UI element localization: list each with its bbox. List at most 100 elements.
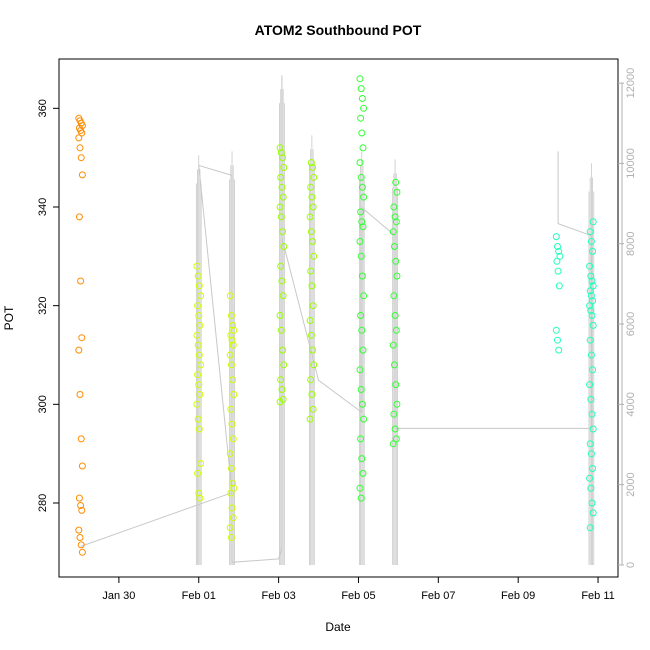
secondary-line-layer <box>80 75 595 565</box>
data-point <box>75 213 83 221</box>
data-point <box>228 336 236 344</box>
data-point <box>308 193 316 201</box>
data-point <box>390 410 398 418</box>
x-tick-label: Feb 11 <box>581 590 614 602</box>
data-point <box>194 415 202 423</box>
data-point <box>588 312 596 319</box>
y-tick-label: 320 <box>37 296 49 314</box>
data-point <box>587 395 595 403</box>
data-point <box>589 247 597 255</box>
data-point <box>277 149 285 157</box>
data-point <box>277 376 285 384</box>
data-point <box>193 331 201 339</box>
data-point <box>229 321 237 329</box>
data-point <box>359 223 367 231</box>
data-point <box>554 336 561 344</box>
data-point <box>359 346 367 354</box>
data-point <box>589 218 597 226</box>
x-tick-label: Feb 05 <box>341 590 375 602</box>
data-point <box>227 312 235 319</box>
data-point <box>76 534 84 541</box>
data-point <box>309 346 316 354</box>
data-point <box>279 228 286 236</box>
data-point <box>230 391 238 398</box>
data-point <box>358 129 366 137</box>
data-point <box>358 272 366 280</box>
data-point <box>195 312 203 319</box>
data-point <box>356 366 364 374</box>
data-point <box>587 450 595 458</box>
data-point <box>552 233 560 241</box>
data-point <box>307 228 315 236</box>
data-point <box>77 154 85 162</box>
data-point <box>75 134 83 142</box>
data-point <box>589 509 597 517</box>
data-point <box>587 484 595 492</box>
data-point <box>586 524 594 532</box>
data-point <box>391 425 399 433</box>
data-point <box>278 277 286 285</box>
data-point <box>391 361 398 369</box>
data-point <box>391 243 398 250</box>
data-point <box>227 465 235 472</box>
data-point <box>357 252 365 260</box>
data-point <box>587 292 595 300</box>
y-tick-label: 280 <box>37 494 49 512</box>
data-point <box>280 164 288 171</box>
data-point <box>229 435 237 443</box>
data-point <box>279 193 287 201</box>
data-point <box>309 203 317 211</box>
data-point <box>589 297 597 305</box>
data-point <box>230 326 238 334</box>
data-point <box>357 173 365 181</box>
data-point <box>357 494 365 502</box>
data-point <box>555 247 563 255</box>
x-axis: Jan 30 Feb 01 Feb 03 Feb 05 Feb 07 Feb 09 Feb … <box>102 577 615 602</box>
data-point <box>389 228 397 236</box>
data-point <box>554 267 562 275</box>
data-point <box>306 213 314 221</box>
data-point <box>586 228 594 236</box>
data-point <box>360 292 368 300</box>
data-point <box>587 272 595 280</box>
data-point <box>389 341 397 349</box>
data-point <box>392 178 400 186</box>
data-point <box>227 489 235 497</box>
data-point <box>360 193 368 201</box>
data-point <box>280 243 288 250</box>
data-point <box>359 144 367 152</box>
y2-tick-label: 10000 <box>625 148 637 179</box>
data-point <box>75 346 83 354</box>
data-point <box>586 262 594 270</box>
data-point <box>358 455 366 463</box>
y-tick-label: 340 <box>37 198 49 216</box>
data-point <box>360 415 368 423</box>
data-point <box>586 474 594 482</box>
y-tick-label: 300 <box>37 395 49 413</box>
data-point <box>226 351 234 359</box>
data-point <box>555 346 563 354</box>
data-point <box>309 302 317 310</box>
data-point <box>587 351 595 359</box>
data-point <box>307 376 315 384</box>
data-point <box>392 381 400 389</box>
data-point <box>589 425 597 433</box>
y2-tick-label: 6000 <box>625 312 637 336</box>
y2-tick-label: 12000 <box>625 68 637 99</box>
data-point <box>279 154 286 162</box>
data-point <box>229 514 237 522</box>
data-point <box>307 267 315 275</box>
data-point <box>195 351 203 359</box>
data-point <box>276 398 284 406</box>
plot-frame <box>58 58 619 578</box>
data-point <box>552 326 560 334</box>
data-point <box>307 183 315 191</box>
data-point <box>356 484 364 492</box>
data-point <box>310 252 318 260</box>
data-point <box>586 440 594 448</box>
data-point <box>358 218 366 226</box>
data-point <box>195 381 203 389</box>
data-point <box>357 85 365 93</box>
data-point <box>279 346 286 354</box>
data-point <box>228 420 236 428</box>
